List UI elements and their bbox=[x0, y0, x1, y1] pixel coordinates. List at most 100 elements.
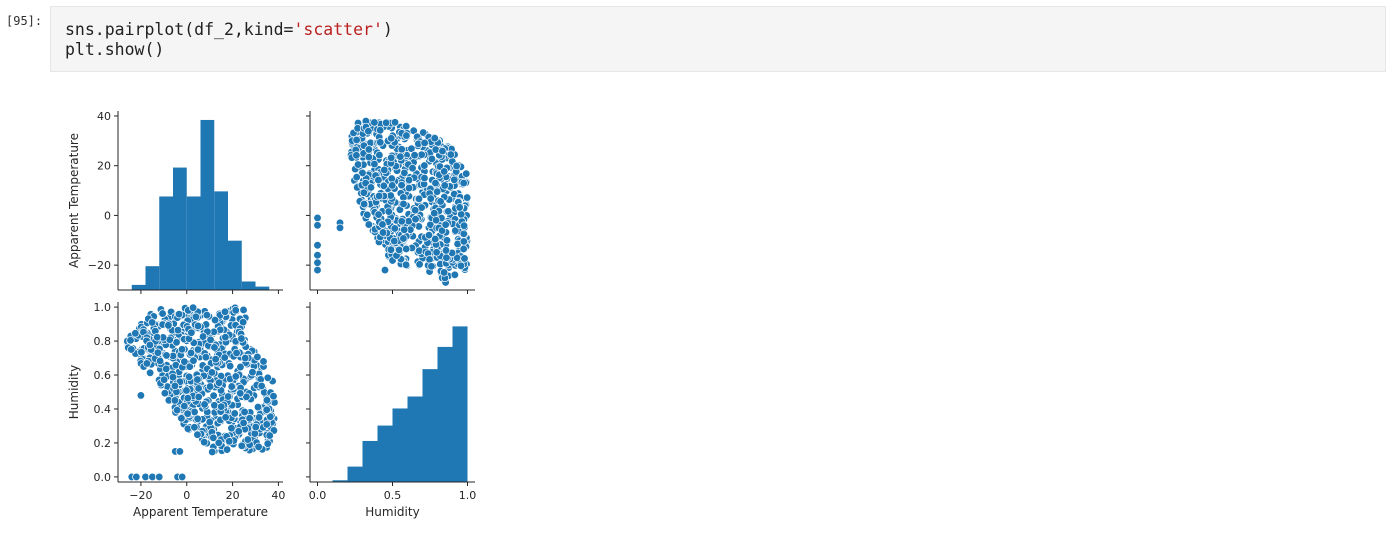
scatter-point bbox=[353, 160, 363, 169]
scatter-point bbox=[414, 194, 424, 204]
scatter-point bbox=[436, 197, 445, 206]
scatter-point bbox=[381, 118, 391, 127]
scatter-point bbox=[430, 134, 439, 143]
scatter-point bbox=[452, 161, 461, 171]
scatter-point bbox=[200, 438, 209, 447]
hist-bar bbox=[392, 408, 408, 482]
scatter-point bbox=[262, 396, 272, 405]
scatter-point bbox=[375, 150, 384, 160]
scatter-point bbox=[380, 165, 389, 175]
panel-1 bbox=[306, 111, 475, 294]
scatter-point bbox=[198, 332, 208, 341]
scatter-point bbox=[404, 217, 413, 226]
scatter-point bbox=[378, 228, 388, 237]
scatter-point bbox=[185, 362, 194, 371]
code-fn: sns.pairplot(df_2,kind= bbox=[65, 20, 294, 39]
hist-bar bbox=[186, 196, 201, 290]
scatter-point bbox=[225, 437, 234, 446]
scatter-point bbox=[210, 315, 220, 325]
scatter-point bbox=[313, 265, 322, 275]
scatter-point bbox=[431, 234, 440, 244]
scatter-point bbox=[136, 391, 146, 400]
scatter-point bbox=[450, 175, 459, 185]
scatter-point bbox=[131, 329, 140, 338]
y-tick-label: 1.0 bbox=[94, 301, 112, 314]
scatter-point bbox=[364, 145, 373, 154]
scatter-point bbox=[132, 472, 141, 482]
scatter-point bbox=[190, 407, 199, 417]
scatter-point bbox=[456, 261, 466, 271]
hist-bar bbox=[255, 286, 270, 290]
x-tick-label: 0.0 bbox=[309, 489, 327, 502]
scatter-point bbox=[386, 191, 395, 200]
scatter-point bbox=[431, 145, 440, 154]
scatter-point bbox=[399, 199, 408, 209]
scatter-point bbox=[446, 150, 455, 159]
scatter-point bbox=[227, 382, 236, 391]
scatter-point bbox=[220, 353, 229, 362]
scatter-point bbox=[402, 244, 411, 254]
scatter-point bbox=[230, 409, 239, 418]
scatter-point bbox=[427, 154, 437, 164]
scatter-point bbox=[400, 168, 409, 178]
scatter-point bbox=[207, 368, 217, 377]
scatter-point bbox=[222, 445, 232, 454]
scatter-point bbox=[191, 312, 201, 321]
scatter-point bbox=[160, 389, 170, 398]
scatter-point bbox=[187, 328, 196, 337]
scatter-point bbox=[236, 362, 245, 372]
panel-0: −20 0 20 40 bbox=[88, 110, 283, 294]
scatter-point bbox=[376, 126, 385, 135]
scatter-point bbox=[188, 303, 198, 312]
scatter-point bbox=[370, 159, 379, 169]
scatter-point bbox=[162, 351, 171, 360]
scatter-point bbox=[459, 178, 468, 188]
scatter-point bbox=[388, 181, 397, 190]
scatter-point bbox=[390, 224, 399, 233]
scatter-point bbox=[457, 210, 466, 219]
hist-bar bbox=[159, 196, 173, 290]
code-cell-input[interactable]: sns.pairplot(df_2,kind='scatter') plt.sh… bbox=[50, 6, 1386, 72]
scatter-point bbox=[211, 355, 220, 364]
hist-bar bbox=[347, 466, 363, 482]
scatter-point bbox=[237, 441, 246, 451]
scatter-point bbox=[251, 422, 260, 432]
scatter-point bbox=[193, 375, 202, 384]
scatter-point bbox=[257, 381, 266, 391]
scatter-point bbox=[182, 386, 191, 395]
hist-bar bbox=[145, 266, 160, 290]
scatter-point bbox=[430, 209, 439, 218]
hist-bar bbox=[422, 369, 438, 482]
scatter-point bbox=[378, 220, 387, 229]
scatter-point bbox=[374, 175, 383, 185]
scatter-point bbox=[459, 237, 468, 246]
scatter-point bbox=[164, 321, 173, 330]
code-line-1: sns.pairplot(df_2,kind='scatter') bbox=[65, 20, 393, 39]
scatter-point bbox=[462, 193, 472, 202]
scatter-point bbox=[364, 152, 373, 162]
scatter-point bbox=[177, 345, 187, 354]
scatter-point bbox=[387, 134, 396, 143]
scatter-point bbox=[210, 343, 219, 352]
scatter-point bbox=[420, 173, 429, 183]
scatter-point bbox=[442, 236, 452, 245]
scatter-point bbox=[397, 145, 406, 154]
scatter-point bbox=[174, 310, 184, 319]
scatter-point bbox=[411, 215, 420, 224]
scatter-point bbox=[225, 361, 235, 371]
scatter-point bbox=[205, 382, 215, 391]
scatter-point bbox=[363, 210, 372, 219]
scatter-point bbox=[193, 430, 202, 439]
scatter-point bbox=[239, 305, 248, 315]
scatter-point bbox=[425, 255, 434, 264]
y-tick-label: 40 bbox=[97, 110, 111, 123]
scatter-point bbox=[269, 392, 278, 401]
scatter-point bbox=[396, 152, 405, 161]
scatter-point bbox=[221, 413, 230, 422]
scatter-point bbox=[202, 310, 211, 320]
scatter-point bbox=[441, 220, 450, 229]
hist-bar bbox=[407, 396, 423, 482]
scatter-point bbox=[193, 321, 203, 331]
scatter-point bbox=[223, 392, 233, 401]
